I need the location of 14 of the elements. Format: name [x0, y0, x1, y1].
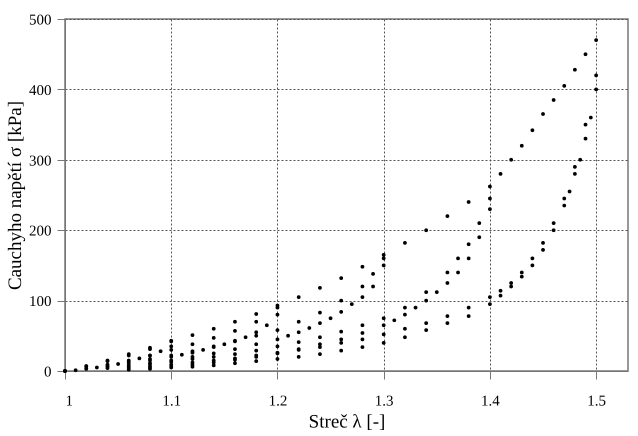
- x-axis-title: Streč λ [-]: [308, 412, 386, 432]
- x-tick-label: 1.1: [162, 394, 182, 410]
- x-tick-label: 1: [66, 394, 73, 410]
- x-tick-label: 1.4: [481, 394, 500, 410]
- y-tick-label: 0: [44, 364, 52, 380]
- y-tick-label: 100: [29, 294, 52, 310]
- y-tick-label: 300: [29, 153, 52, 170]
- x-tick-label: 1.2: [268, 394, 288, 410]
- x-tick-label: 1.3: [374, 394, 394, 410]
- x-tick-label: 1.5: [587, 394, 606, 410]
- y-tick-label: 500: [29, 12, 52, 28]
- y-axis-title: Cauchyho napětí σ [kPa]: [5, 100, 26, 290]
- y-tick-label: 400: [29, 82, 52, 99]
- y-tick-label: 200: [29, 224, 52, 240]
